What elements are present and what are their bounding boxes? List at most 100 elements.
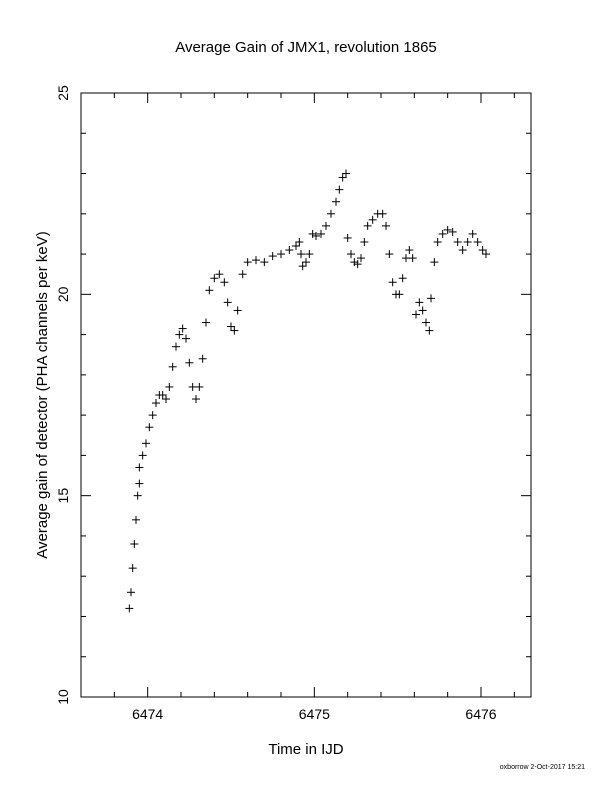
data-point (162, 395, 170, 404)
data-point (195, 382, 204, 391)
data-point (422, 318, 430, 327)
data-point (145, 423, 154, 432)
y-axis-label: Average gain of detector (PHA channels p… (34, 231, 51, 558)
axis-tick-labels: 6474 6475 6476 10 15 20 25 (55, 85, 497, 722)
data-point (292, 242, 300, 251)
data-point (378, 209, 387, 218)
data-point (312, 231, 320, 240)
data-point (268, 252, 277, 261)
data-point (433, 237, 442, 246)
data-point (430, 258, 439, 267)
data-point (458, 246, 467, 255)
data-point (448, 227, 457, 236)
data-point (482, 250, 490, 259)
x-tick-label: 6475 (299, 706, 330, 722)
data-point (220, 278, 229, 287)
data-point (335, 185, 344, 194)
data-point (332, 197, 340, 206)
data-point (415, 298, 424, 307)
data-point (368, 215, 377, 224)
data-point (443, 225, 452, 234)
x-tick-label: 6476 (465, 706, 496, 722)
data-point (135, 463, 144, 472)
data-point (198, 354, 207, 363)
data-point (125, 604, 134, 613)
data-point (175, 330, 184, 339)
data-point (297, 250, 305, 259)
data-point (405, 246, 414, 255)
data-point (453, 237, 462, 246)
data-point (135, 479, 144, 488)
data-point (408, 254, 417, 263)
data-point (350, 258, 359, 267)
data-point (427, 294, 435, 303)
data-point (382, 221, 390, 230)
data-point (133, 491, 142, 500)
data-point (172, 342, 180, 351)
data-point (158, 391, 167, 399)
data-point (192, 395, 200, 404)
data-point (178, 324, 187, 333)
data-point (165, 382, 174, 391)
data-point (210, 274, 219, 283)
data-point (308, 229, 317, 238)
data-point (182, 334, 190, 343)
data-point (395, 290, 404, 299)
data-point (412, 310, 420, 319)
data-point (322, 221, 330, 230)
axis-ticks (80, 92, 531, 698)
data-point (185, 358, 194, 367)
data-point (230, 326, 239, 335)
data-point (353, 260, 362, 269)
data-point (342, 169, 350, 178)
data-point (128, 564, 137, 573)
data-point (302, 258, 310, 267)
data-points (125, 169, 490, 613)
data-point (277, 250, 285, 259)
data-point (398, 274, 407, 283)
data-point (152, 399, 160, 408)
y-tick-label: 20 (55, 286, 71, 302)
data-point (130, 539, 139, 548)
data-point (357, 254, 365, 263)
data-point (360, 237, 369, 246)
data-point (138, 451, 147, 460)
chart-title: Average Gain of JMX1, revolution 1865 (175, 39, 437, 56)
data-point (132, 515, 140, 524)
data-point (317, 229, 325, 238)
data-point (298, 262, 307, 271)
y-tick-label: 10 (55, 689, 71, 705)
y-tick-label: 15 (55, 488, 71, 504)
data-point (388, 278, 397, 287)
data-point (468, 229, 477, 238)
data-point (385, 250, 394, 259)
data-point (227, 322, 235, 331)
data-point (305, 250, 314, 259)
data-point (127, 588, 135, 597)
data-point (343, 233, 352, 242)
data-point (363, 221, 372, 230)
data-point (142, 439, 150, 448)
data-point (252, 256, 260, 265)
data-point (233, 306, 242, 315)
data-point (223, 298, 232, 307)
data-point (327, 209, 335, 218)
data-point (243, 258, 252, 267)
data-point (205, 286, 214, 295)
data-point (148, 411, 157, 420)
data-point (463, 237, 472, 246)
data-point (338, 173, 347, 182)
plot-frame (80, 92, 532, 698)
data-point (202, 318, 210, 327)
data-point (215, 270, 224, 279)
x-tick-label: 6474 (132, 706, 163, 722)
data-point (473, 237, 482, 246)
y-tick-label: 25 (55, 85, 71, 101)
data-point (438, 229, 447, 238)
data-point (168, 362, 177, 371)
data-point (295, 237, 304, 246)
x-axis-label: Time in IJD (268, 741, 343, 758)
data-point (238, 270, 247, 279)
footer-credit: oxborrow 2-Oct-2017 15:21 (500, 764, 585, 771)
